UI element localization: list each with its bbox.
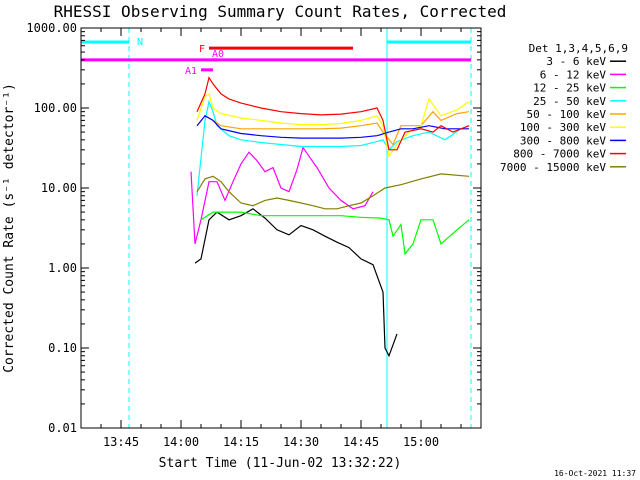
x-tick-label: 15:00 <box>403 435 439 449</box>
series-line-0 <box>194 208 398 358</box>
y-tick-label: 10.00 <box>41 181 77 195</box>
annotation-layer: N FA1 A0 <box>80 28 472 428</box>
x-tick-label: 14:45 <box>343 435 379 449</box>
x-tick-label: 14:00 <box>163 435 199 449</box>
legend-entry-label: 25 - 50 keV <box>533 95 606 108</box>
legend-title: Det 1,3,4,5,6,9 <box>529 42 628 55</box>
y-tick-label: 0.10 <box>48 341 77 355</box>
chart-title: RHESSI Observing Summary Count Rates, Co… <box>54 2 507 21</box>
legend-entry-label: 3 - 6 keV <box>546 55 606 68</box>
legend-entry-label: 6 - 12 keV <box>540 68 607 81</box>
legend-entry-label: 50 - 100 keV <box>527 108 607 121</box>
legend-entry-label: 300 - 800 keV <box>520 134 606 147</box>
series-line-7 <box>196 76 470 151</box>
x-tick-label: 14:30 <box>283 435 319 449</box>
series-line-3 <box>196 99 470 196</box>
axes-layer: 1000.00 100.00 10.00 1.00 0.10 0.01 13:45 14:00… <box>26 21 482 449</box>
series-line-8 <box>196 173 470 210</box>
y-tick-label: 1.00 <box>48 261 77 275</box>
series-line-6 <box>196 115 469 139</box>
legend-entry-label: 800 - 7000 keV <box>513 148 606 161</box>
series-line-5 <box>196 92 470 158</box>
attenuator-bar-label: A0 <box>212 49 224 60</box>
x-axis-label: Start Time (11-Jun-02 13:32:22) <box>159 456 402 471</box>
attenuator-bar-label: A1 <box>185 66 197 77</box>
y-tick-label: 1000.00 <box>26 21 77 35</box>
flare-bar-label: F <box>199 44 205 55</box>
night-bar-label: N <box>137 37 143 48</box>
series-line-4 <box>196 110 470 146</box>
legend-entry-label: 7000 - 15000 keV <box>500 161 606 174</box>
y-tick-label: 100.00 <box>34 101 77 115</box>
legend-entry-label: 12 - 25 keV <box>533 82 606 95</box>
series-layer <box>190 76 470 358</box>
y-tick-label: 0.01 <box>48 421 77 435</box>
timestamp-label: 16-Oct-2021 11:37 <box>554 469 636 478</box>
legend-entry-label: 100 - 300 keV <box>520 121 606 134</box>
x-tick-label: 14:15 <box>223 435 259 449</box>
x-tick-label: 13:45 <box>103 435 139 449</box>
y-axis-label: Corrected Count Rate (s⁻¹ detector⁻¹) <box>2 83 17 373</box>
series-line-1 <box>190 146 374 245</box>
series-line-2 <box>200 211 470 256</box>
